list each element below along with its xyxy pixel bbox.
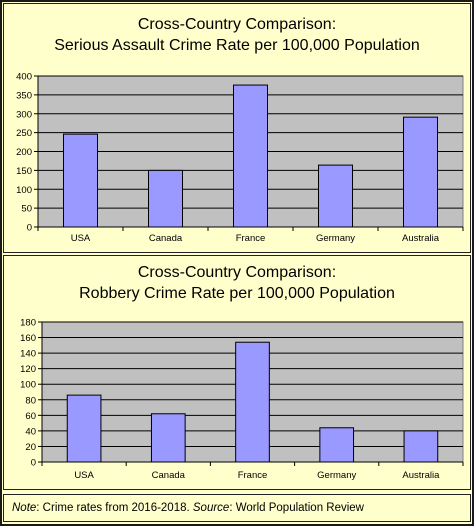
y-tick-label: 120: [20, 364, 36, 375]
note-label: Note: [12, 502, 37, 514]
bar-germany: [319, 427, 355, 463]
x-tick-label: Canada: [152, 470, 186, 481]
bar-usa: [66, 394, 102, 463]
y-tick-label: 350: [16, 90, 32, 101]
y-tick-label: 60: [25, 411, 36, 422]
bar-canada: [150, 413, 186, 463]
bar-australia: [403, 430, 439, 463]
y-tick-label: 180: [20, 318, 36, 329]
x-tick-label: Germany: [316, 233, 355, 244]
bar-france: [233, 84, 268, 228]
y-tick-label: 250: [16, 128, 32, 139]
y-tick-label: 50: [21, 204, 32, 215]
x-tick-label: Canada: [149, 233, 183, 244]
serious-assault-bar-chart: 0 50 100 150 200 250 300 350 400 USA Canada France G…: [16, 72, 464, 244]
x-tick-label: USA: [74, 470, 94, 481]
bar-australia: [403, 116, 438, 228]
note-text: : Crime rates from 2016-2018.: [36, 502, 193, 514]
chart-title: Cross-Country Comparison:: [137, 16, 337, 33]
chart-title: Cross-Country Comparison:: [137, 264, 337, 281]
bar-canada: [148, 169, 183, 228]
y-tick-label: 400: [16, 72, 32, 83]
y-tick-label: 0: [31, 458, 36, 469]
chart-subtitle: Serious Assault Crime Rate per 100,000 P…: [54, 37, 420, 54]
robbery-chart-panel: Cross-Country Comparison: Robbery Crime …: [3, 255, 471, 490]
x-tick-label: France: [238, 470, 268, 481]
y-tick-label: 100: [20, 380, 36, 391]
y-tick-label: 200: [16, 147, 32, 158]
x-tick-label: USA: [71, 233, 91, 244]
y-tick-label: 20: [25, 442, 36, 453]
source-text: : World Population Review: [229, 502, 364, 514]
chart-subtitle: Robbery Crime Rate per 100,000 Populatio…: [79, 285, 395, 302]
robbery-bar-chart: 0 20 40 60 80 100 120 140 160 180 USA Canada France G…: [20, 318, 464, 481]
bar-usa: [63, 133, 98, 228]
y-tick-label: 0: [27, 223, 32, 234]
x-tick-label: Germany: [317, 470, 356, 481]
y-tick-label: 80: [25, 395, 36, 406]
serious-assault-chart-panel: Cross-Country Comparison: Serious Assaul…: [3, 3, 471, 253]
footnote: Note: Crime rates from 2016-2018. Source…: [3, 494, 471, 522]
bar-germany: [318, 164, 353, 228]
y-tick-label: 160: [20, 333, 36, 344]
y-tick-label: 150: [16, 166, 32, 177]
x-tick-label: Australia: [402, 470, 440, 481]
y-tick-label: 300: [16, 109, 32, 120]
y-tick-label: 40: [25, 426, 36, 437]
x-tick-label: France: [236, 233, 266, 244]
bar-france: [235, 341, 270, 463]
source-label: Source: [192, 502, 230, 514]
y-tick-label: 140: [20, 349, 36, 360]
y-tick-label: 100: [16, 185, 32, 196]
x-tick-label: Australia: [402, 233, 440, 244]
